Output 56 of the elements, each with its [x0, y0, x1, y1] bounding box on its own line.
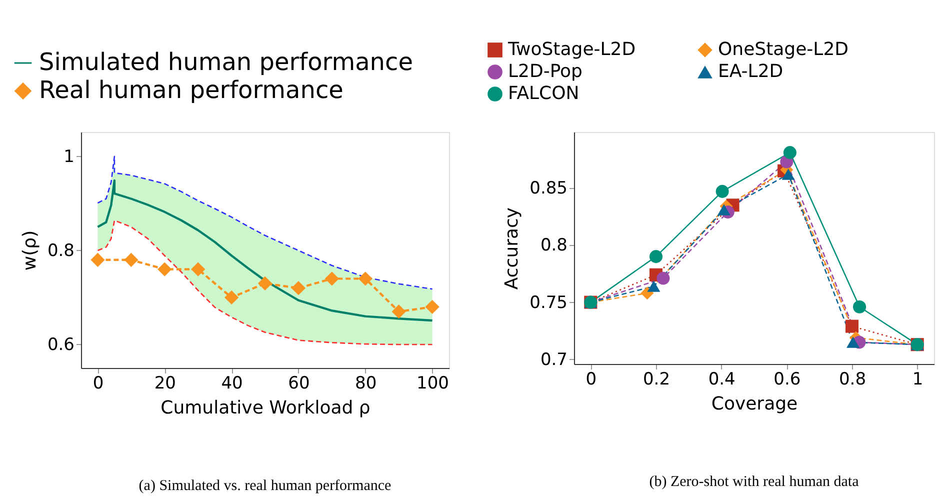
y-tick-label: 0.8: [540, 236, 568, 256]
point: [392, 304, 406, 319]
point: [425, 300, 440, 314]
x-tick-label: 0.4: [708, 370, 736, 390]
x-tick-label: 0.2: [642, 370, 670, 390]
point: [324, 272, 339, 286]
line-series: [97, 156, 433, 290]
x-axis-title: Cumulative Workload ρ: [160, 398, 370, 418]
point: [716, 184, 729, 198]
x-tick-label: 0: [586, 370, 597, 390]
text: (a) Simulated vs. real human performance: [138, 478, 392, 494]
line-series: [96, 179, 434, 322]
y-tick-label: 0.7: [540, 350, 568, 370]
text: (b) Zero-shot with real human data: [649, 474, 860, 490]
y-tick-label: 1: [64, 146, 74, 167]
x-tick-label: 0.6: [774, 370, 801, 390]
point: [782, 168, 795, 180]
x-tick-label: 1: [912, 370, 924, 390]
x-tick-label: 0: [92, 374, 104, 394]
point: [845, 320, 859, 333]
legend-label: Simulated human performance: [39, 48, 413, 76]
x-tick-label: 0.8: [838, 370, 866, 390]
point: [124, 252, 138, 267]
legend-label: OneStage-L2D: [718, 39, 848, 60]
y-tick-label: 0.75: [530, 292, 568, 313]
x-tick-label: 100: [416, 374, 449, 394]
y-tick-label: 0.8: [47, 240, 74, 261]
legend-label: TwoStage-L2D: [507, 39, 636, 60]
point: [649, 250, 663, 264]
legend-label: L2D-Pop: [508, 61, 582, 82]
point: [158, 262, 172, 276]
point: [191, 262, 206, 276]
point: [656, 272, 670, 285]
x-tick-label: 80: [355, 374, 377, 394]
x-tick-label: 40: [221, 374, 243, 394]
x-tick-label: 20: [154, 374, 176, 394]
point: [291, 281, 306, 296]
x-tick-label: 60: [288, 374, 310, 394]
point: [358, 272, 372, 286]
point: [647, 280, 660, 292]
y-tick-label: 0.6: [47, 334, 74, 355]
y-axis-title: w(ρ): [19, 230, 40, 271]
line-series: [97, 220, 433, 346]
x-axis-title: Coverage: [711, 394, 798, 414]
point: [258, 276, 272, 290]
point: [717, 204, 730, 216]
point: [853, 300, 866, 314]
point: [783, 146, 796, 160]
legend-label: EA-L2D: [718, 61, 784, 82]
y-axis-title: Accuracy: [502, 207, 523, 290]
point: [90, 252, 105, 267]
point: [224, 290, 239, 305]
y-tick-label: 0.85: [530, 178, 568, 198]
legend-label: FALCON: [508, 83, 580, 104]
point: [846, 336, 860, 348]
legend-label: Real human performance: [39, 76, 344, 104]
